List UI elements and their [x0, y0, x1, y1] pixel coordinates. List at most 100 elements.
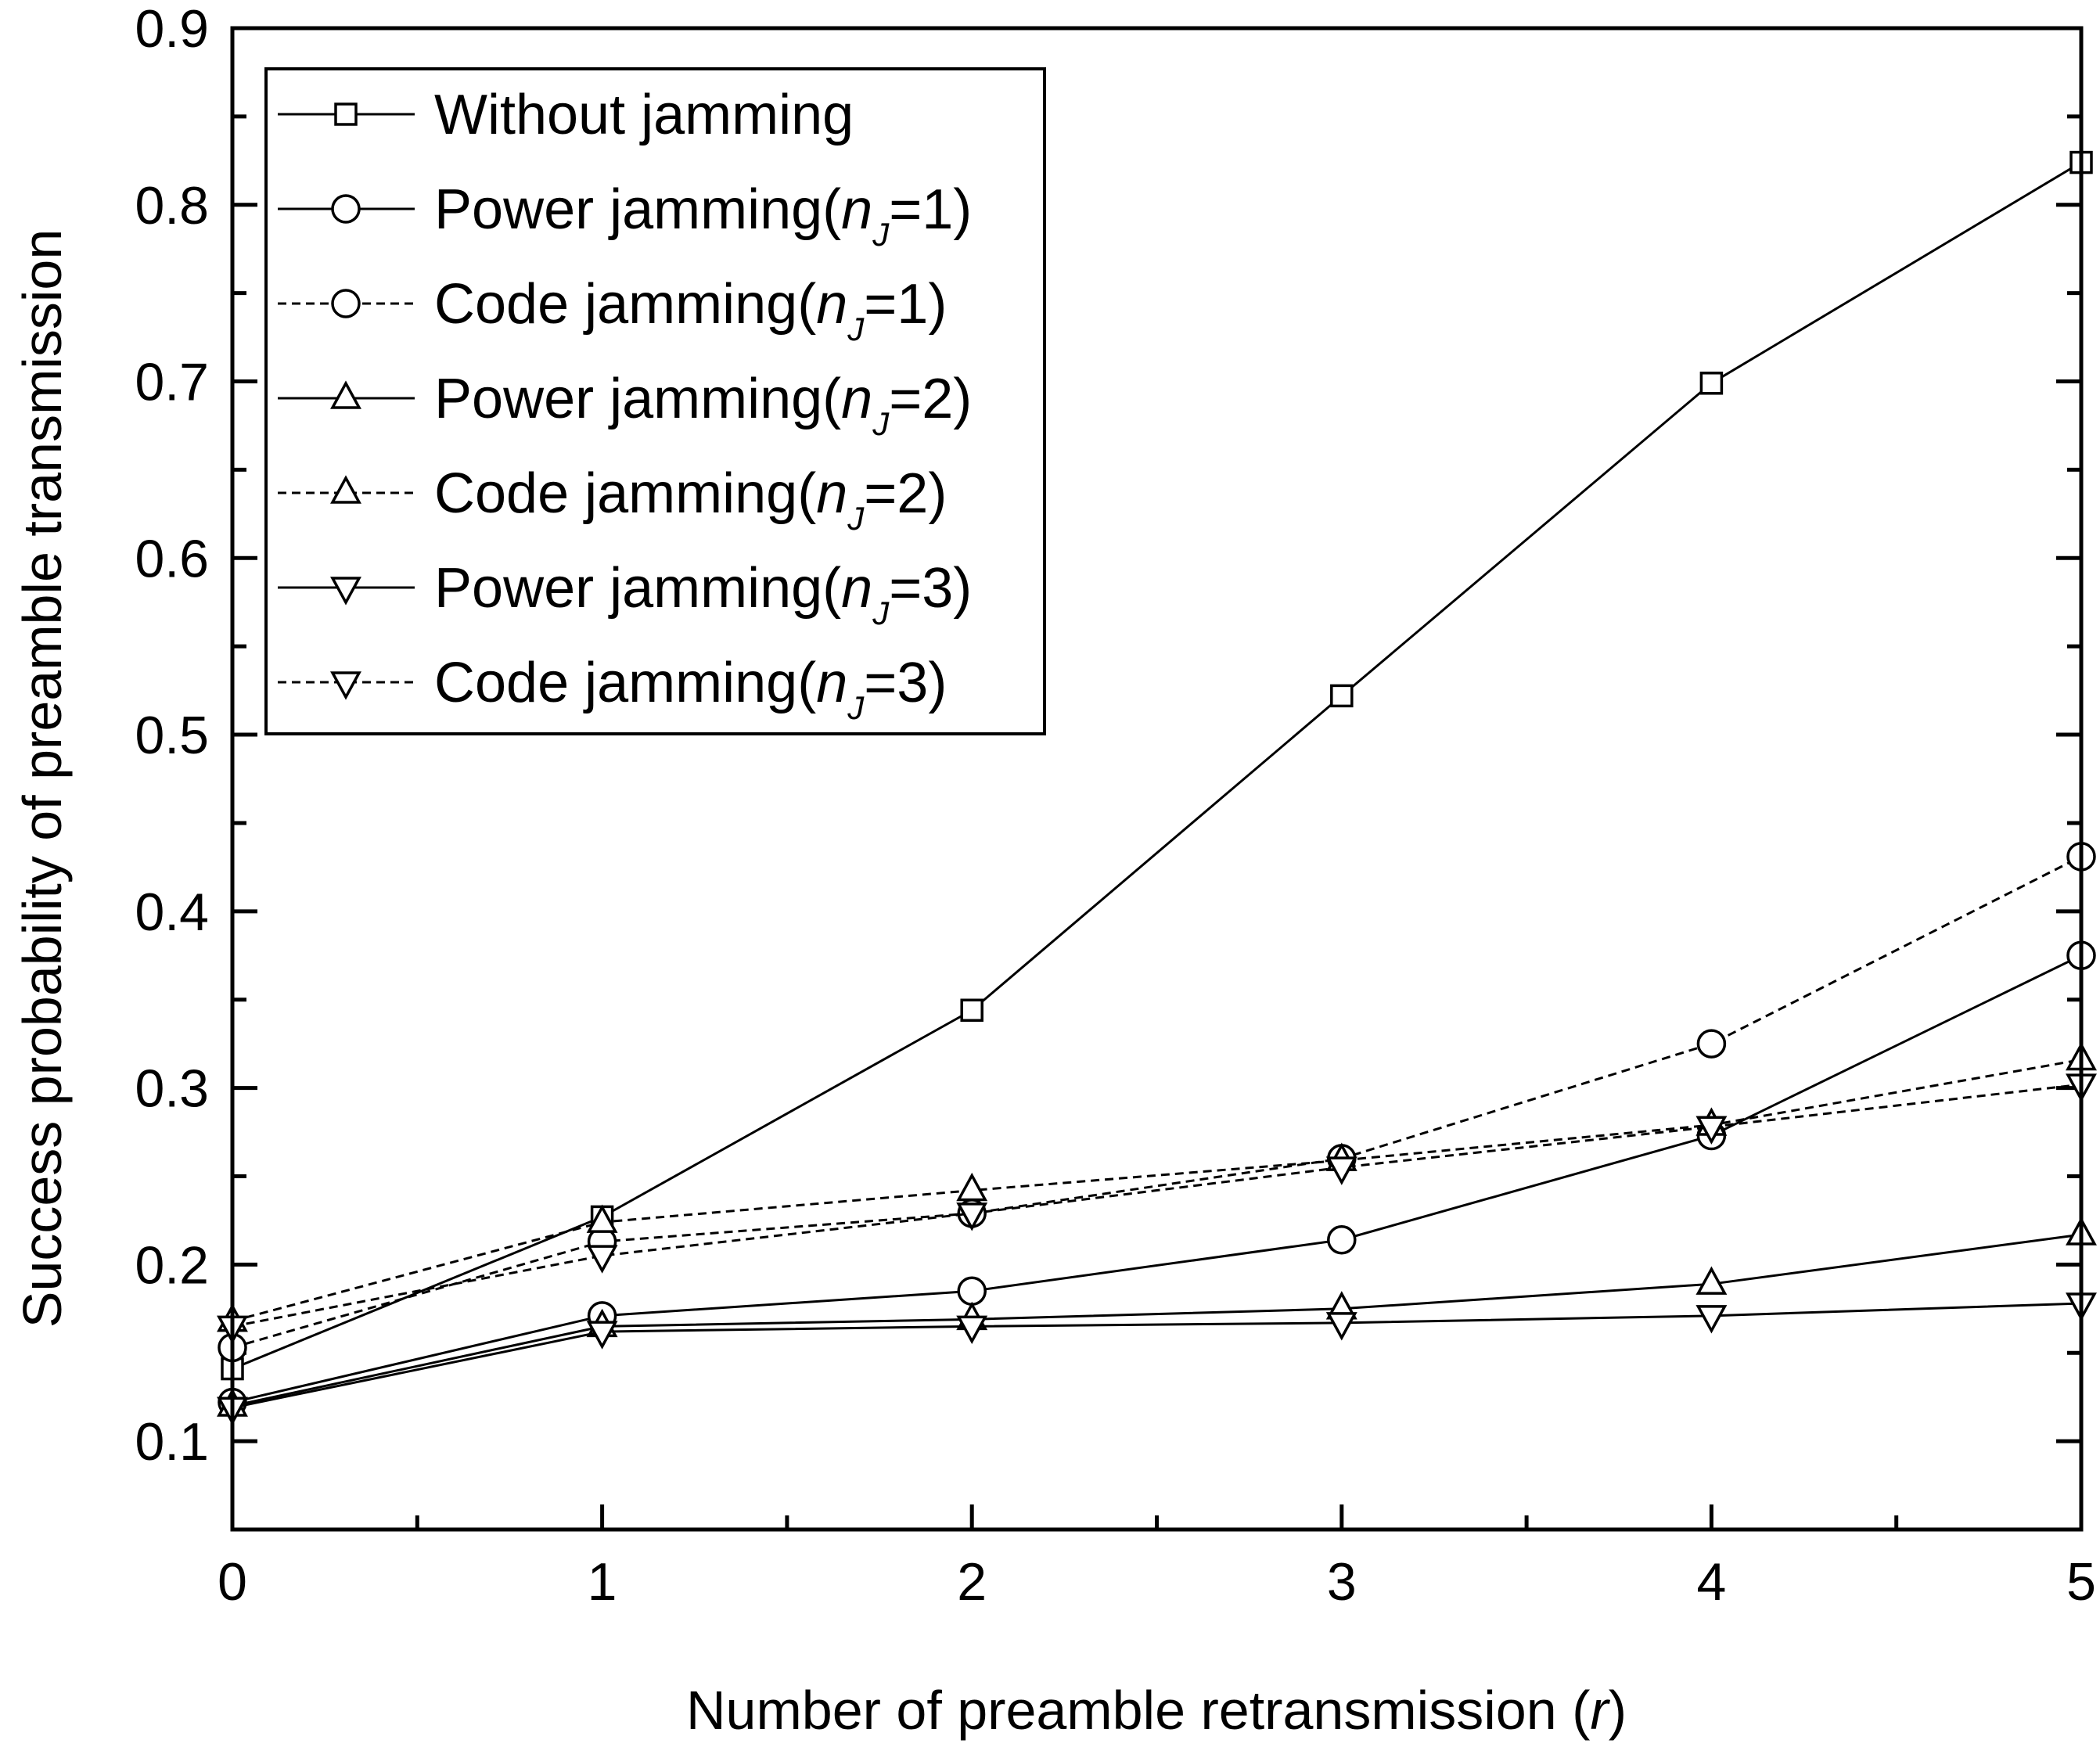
legend-marker	[330, 577, 361, 606]
legend-label-variable: n	[816, 652, 847, 714]
y-tick-label: 0.5	[135, 706, 209, 765]
x-tick-label: 5	[2066, 1552, 2096, 1612]
legend-label-main: Code jamming(	[434, 462, 816, 525]
data-point	[1695, 1305, 1728, 1334]
legend-label-variable: n	[841, 368, 872, 430]
series-line	[232, 954, 2082, 1404]
legend-label-value: =1)	[889, 178, 972, 241]
legend-label-main: Code jamming(	[434, 652, 816, 714]
data-point	[957, 1276, 987, 1306]
y-tick-label: 0.6	[135, 529, 209, 588]
series-5	[217, 1292, 2097, 1425]
legend-label-variable: n	[841, 557, 872, 620]
legend-label-value: =2)	[889, 368, 972, 430]
x-tick-label: 0	[218, 1552, 247, 1612]
legend-label-subscript: J	[847, 311, 865, 347]
series-6	[217, 1073, 2097, 1345]
data-point	[1325, 1156, 1357, 1185]
series-line	[232, 161, 2082, 1370]
series-line	[232, 1233, 2082, 1407]
legend-label-value: =2)	[864, 462, 947, 525]
legend-label: Code jamming(nJ=3)	[434, 652, 947, 726]
data-point	[1695, 1116, 1728, 1145]
data-point	[586, 1245, 618, 1274]
data-point	[1325, 1312, 1357, 1341]
legend-entry: Code jamming(nJ=2)	[278, 462, 947, 537]
series-1	[218, 940, 2096, 1418]
legend-entry: Code jamming(nJ=3)	[278, 652, 947, 726]
legend-label-subscript: J	[872, 595, 890, 631]
series-2	[218, 842, 2096, 1363]
legend-label-main: Power jamming(	[434, 368, 841, 430]
data-point	[586, 1321, 618, 1350]
series-4	[217, 1041, 2097, 1332]
legend-label-main: Power jamming(	[434, 178, 841, 241]
legend-label: Power jamming(nJ=1)	[434, 178, 972, 253]
y-axis-title: Success probability of preamble transmis…	[12, 229, 73, 1328]
y-tick-label: 0.3	[135, 1059, 209, 1119]
legend-marker	[330, 475, 361, 504]
x-axis-title-close: )	[1609, 1680, 1627, 1741]
legend-label-variable: n	[816, 273, 847, 336]
series-line	[232, 1302, 2082, 1409]
x-tick-label: 1	[588, 1552, 617, 1612]
legend-marker	[331, 194, 361, 224]
x-axis-title: Number of preamble retransmission (r)	[686, 1680, 1627, 1741]
legend-entry: Power jamming(nJ=2)	[278, 368, 972, 442]
legend-label: Power jamming(nJ=2)	[434, 368, 972, 442]
legend-label-main: Power jamming(	[434, 557, 841, 620]
legend-entry: Without jamming	[278, 84, 854, 146]
y-tick-label: 0.7	[135, 353, 209, 412]
legend-label-subscript: J	[847, 689, 865, 726]
legend-label-main: Without jamming	[434, 84, 854, 146]
legend-marker	[334, 102, 358, 126]
y-tick-label: 0.4	[135, 882, 209, 942]
x-tick-label: 4	[1696, 1552, 1726, 1612]
data-point	[1699, 372, 1724, 395]
legend-entry: Power jamming(nJ=1)	[278, 178, 972, 253]
legend-marker	[330, 380, 361, 409]
y-tick-label: 0.1	[135, 1412, 209, 1472]
x-axis-title-main: Number of preamble retransmission (	[686, 1680, 1590, 1741]
data-point	[1327, 1224, 1357, 1255]
legend-label: Without jamming	[434, 84, 854, 146]
x-axis-title-variable: r	[1590, 1680, 1610, 1741]
legend-label: Code jamming(nJ=1)	[434, 273, 947, 347]
data-point	[956, 1315, 988, 1345]
legend-label-variable: n	[841, 178, 872, 241]
legend-label-value: =1)	[864, 273, 947, 336]
y-tick-label: 0.8	[135, 176, 209, 235]
legend-label-subscript: J	[847, 500, 865, 537]
legend-label: Code jamming(nJ=2)	[434, 462, 947, 537]
legend-label-variable: n	[816, 462, 847, 525]
series-line	[232, 1083, 2082, 1328]
legend-marker	[331, 289, 361, 318]
series-3	[217, 1217, 2097, 1417]
x-tick-label: 2	[957, 1552, 987, 1612]
data-point	[956, 1172, 988, 1202]
y-tick-label: 0.2	[135, 1235, 209, 1295]
x-tick-label: 3	[1327, 1552, 1357, 1612]
legend-box	[264, 67, 1046, 735]
data-point	[960, 998, 983, 1023]
data-point	[1330, 684, 1354, 708]
legend-label-main: Code jamming(	[434, 273, 816, 336]
y-tick-label: 0.9	[135, 0, 209, 59]
plot-frame	[230, 26, 2084, 1532]
legend-marker	[330, 671, 361, 700]
legend-label: Power jamming(nJ=3)	[434, 557, 972, 631]
legend-label-subscript: J	[872, 405, 890, 442]
legend-label-value: =3)	[864, 652, 947, 714]
legend-entry: Power jamming(nJ=3)	[278, 557, 972, 631]
legend-label-value: =3)	[889, 557, 972, 620]
data-point	[1696, 1029, 1727, 1059]
axis-ticks: 0 1 2 3 4 5 0.1 0.2 0.3 0.4 0.5 0.6 0.7 0.8 0.9	[135, 0, 2095, 1612]
data-point	[1695, 1266, 1728, 1295]
series-line	[232, 855, 2082, 1349]
legend-label-subscript: J	[872, 216, 890, 253]
data-point	[586, 1204, 618, 1233]
legend-entry: Code jamming(nJ=1)	[278, 273, 947, 347]
data-point	[956, 1202, 988, 1231]
